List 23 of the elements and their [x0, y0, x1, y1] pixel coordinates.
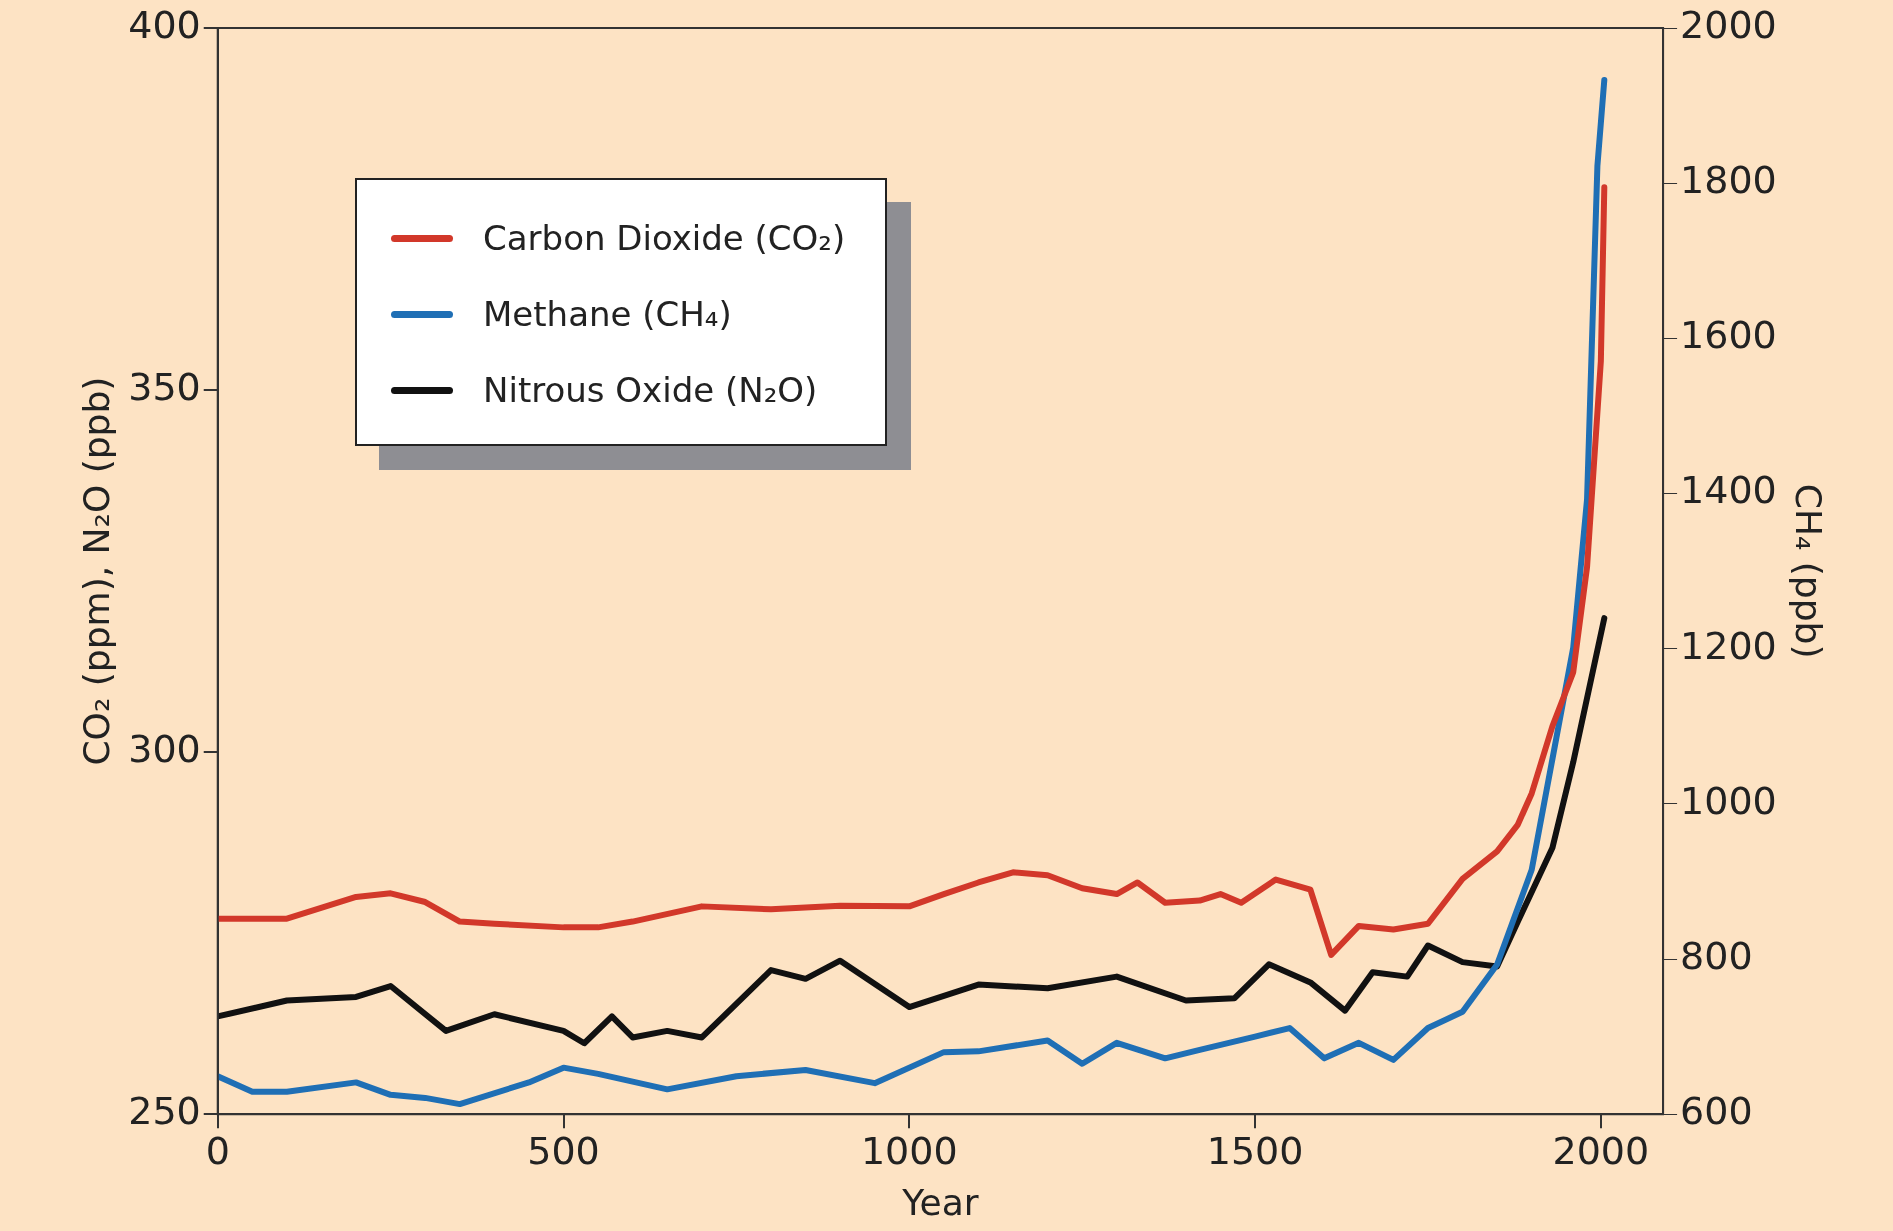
x-axis-title: Year: [901, 1181, 979, 1223]
y-tick-label: 400: [128, 2, 201, 47]
y2-tick-label: 800: [1680, 933, 1753, 978]
y-tick-label: 350: [128, 364, 201, 409]
y2-tick-label: 2000: [1680, 2, 1777, 47]
x-tick-label: 0: [205, 1128, 230, 1173]
legend-label: Carbon Dioxide (CO₂): [483, 218, 846, 258]
y2-axis-title: CH₄ (ppb): [1788, 483, 1830, 659]
y2-tick-label: 600: [1680, 1089, 1753, 1134]
y-tick-label: 250: [128, 1089, 201, 1134]
x-tick-label: 1000: [860, 1128, 958, 1173]
x-tick-label: 2000: [1552, 1128, 1650, 1173]
y2-tick-label: 1600: [1680, 313, 1777, 358]
y2-tick-label: 1200: [1680, 623, 1777, 668]
y-axis-title: CO₂ (ppm), N₂O (ppb): [75, 376, 117, 766]
y2-tick-label: 1800: [1680, 158, 1777, 203]
legend-label: Nitrous Oxide (N₂O): [483, 370, 818, 410]
legend-label: Methane (CH₄): [483, 294, 732, 334]
x-tick-label: 500: [527, 1128, 600, 1173]
y2-tick-label: 1000: [1680, 778, 1777, 823]
y-tick-label: 300: [128, 727, 201, 772]
x-tick-label: 1500: [1206, 1128, 1304, 1173]
y2-tick-label: 1400: [1680, 468, 1777, 513]
